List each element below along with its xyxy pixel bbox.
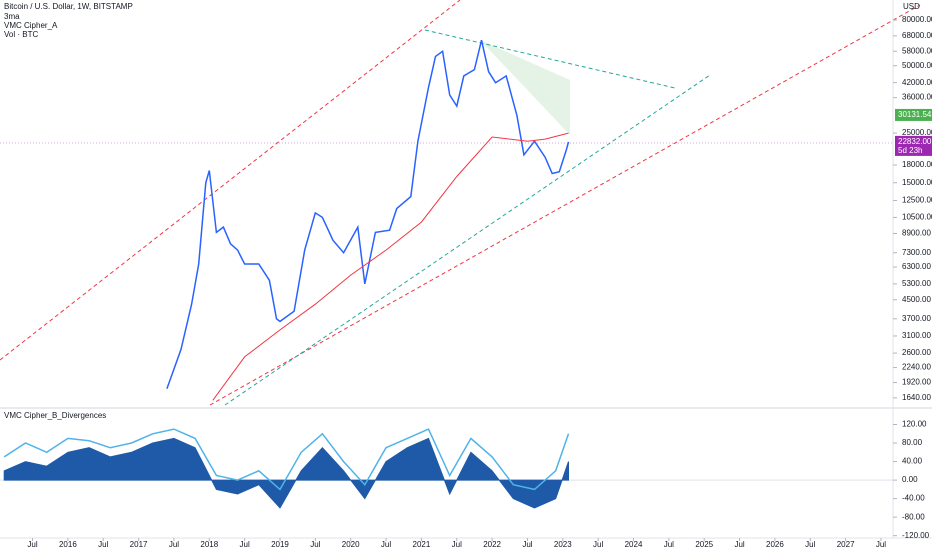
- y-tick-label: 8900.00: [902, 229, 931, 238]
- y-tick-label: 2600.00: [902, 348, 931, 357]
- x-tick-label: Jul: [805, 540, 815, 549]
- x-tick-label: 2022: [483, 540, 501, 549]
- x-tick-label: Jul: [734, 540, 744, 549]
- y-tick-label: 1640.00: [902, 393, 931, 402]
- y-tick-label: 68000.00: [902, 31, 932, 40]
- y-tick-label: 40.00: [902, 457, 923, 466]
- y-tick-label: 80000.00: [902, 15, 932, 24]
- legend-item: Vol · BTC: [4, 30, 38, 39]
- currency: USD: [903, 2, 920, 11]
- countdown: 5d 23h: [898, 146, 922, 155]
- x-tick-label: 2025: [695, 540, 713, 549]
- y-tick-label: -80.00: [902, 512, 925, 521]
- x-tick-label: 2021: [413, 540, 431, 549]
- price-line: [212, 132, 569, 401]
- y-tick-label: 2240.00: [902, 363, 931, 372]
- wave-area: [3, 437, 569, 509]
- price-tag: [895, 135, 932, 148]
- trend-line: [424, 29, 676, 89]
- y-tick-label: 42000.00: [902, 78, 932, 87]
- x-tick-label: Jul: [381, 540, 391, 549]
- y-tick-label: 25000.00: [902, 128, 932, 137]
- shaded-zone: [480, 40, 570, 135]
- x-tick-label: Jul: [522, 540, 532, 549]
- x-tick-label: 2016: [59, 540, 77, 549]
- y-tick-label: -120.00: [902, 531, 930, 540]
- y-tick-label: 7300.00: [902, 248, 931, 257]
- pane-title: VMC Cipher_B_Divergences: [4, 411, 106, 420]
- x-tick-label: Jul: [452, 540, 462, 549]
- y-tick-label: 0.00: [902, 475, 918, 484]
- y-tick-label: 3100.00: [902, 331, 931, 340]
- y-tick-label: 10500.00: [902, 213, 932, 222]
- channel-line: [0, 0, 461, 361]
- x-tick-label: Jul: [876, 540, 886, 549]
- y-tick-label: 5300.00: [902, 279, 931, 288]
- y-tick-label: -40.00: [902, 494, 925, 503]
- x-tick-label: 2017: [130, 540, 148, 549]
- legend-item: 3ma: [4, 12, 20, 21]
- x-tick-label: Jul: [310, 540, 320, 549]
- x-tick-label: 2026: [766, 540, 784, 549]
- price-tag-label: 22832.00: [898, 137, 932, 146]
- y-tick-label: 80.00: [902, 438, 923, 447]
- x-tick-label: Jul: [169, 540, 179, 549]
- x-tick-label: Jul: [27, 540, 37, 549]
- y-tick-label: 18000.00: [902, 160, 932, 169]
- x-tick-label: 2024: [625, 540, 643, 549]
- x-tick-label: 2019: [271, 540, 289, 549]
- y-tick-label: 3700.00: [902, 314, 931, 323]
- y-tick-label: 1920.00: [902, 378, 931, 387]
- x-tick-label: 2027: [837, 540, 855, 549]
- x-tick-label: 2018: [200, 540, 218, 549]
- y-tick-label: 15000.00: [902, 178, 932, 187]
- x-tick-label: Jul: [98, 540, 108, 549]
- y-tick-label: 12500.00: [902, 196, 932, 205]
- y-tick-label: 58000.00: [902, 46, 932, 55]
- countdown-bg: [895, 145, 932, 156]
- price-line: [166, 40, 570, 390]
- wave-line: [3, 428, 570, 491]
- x-tick-label: Jul: [240, 540, 250, 549]
- x-tick-label: 2023: [554, 540, 572, 549]
- legend-title: Bitcoin / U.S. Dollar, 1W, BITSTAMP: [4, 2, 133, 11]
- channel-line: [209, 4, 921, 406]
- x-tick-label: Jul: [664, 540, 674, 549]
- y-tick-label: 50000.00: [902, 61, 932, 70]
- price-tag-label: 30131.54: [898, 110, 932, 119]
- y-tick-label: 36000.00: [902, 93, 932, 102]
- x-tick-label: 2020: [342, 540, 360, 549]
- y-tick-label: 4500.00: [902, 295, 931, 304]
- x-tick-label: Jul: [593, 540, 603, 549]
- price-tag: [895, 108, 932, 121]
- y-tick-label: 6300.00: [902, 262, 931, 271]
- y-tick-label: 120.00: [902, 420, 927, 429]
- legend-item: VMC Cipher_A: [4, 21, 58, 30]
